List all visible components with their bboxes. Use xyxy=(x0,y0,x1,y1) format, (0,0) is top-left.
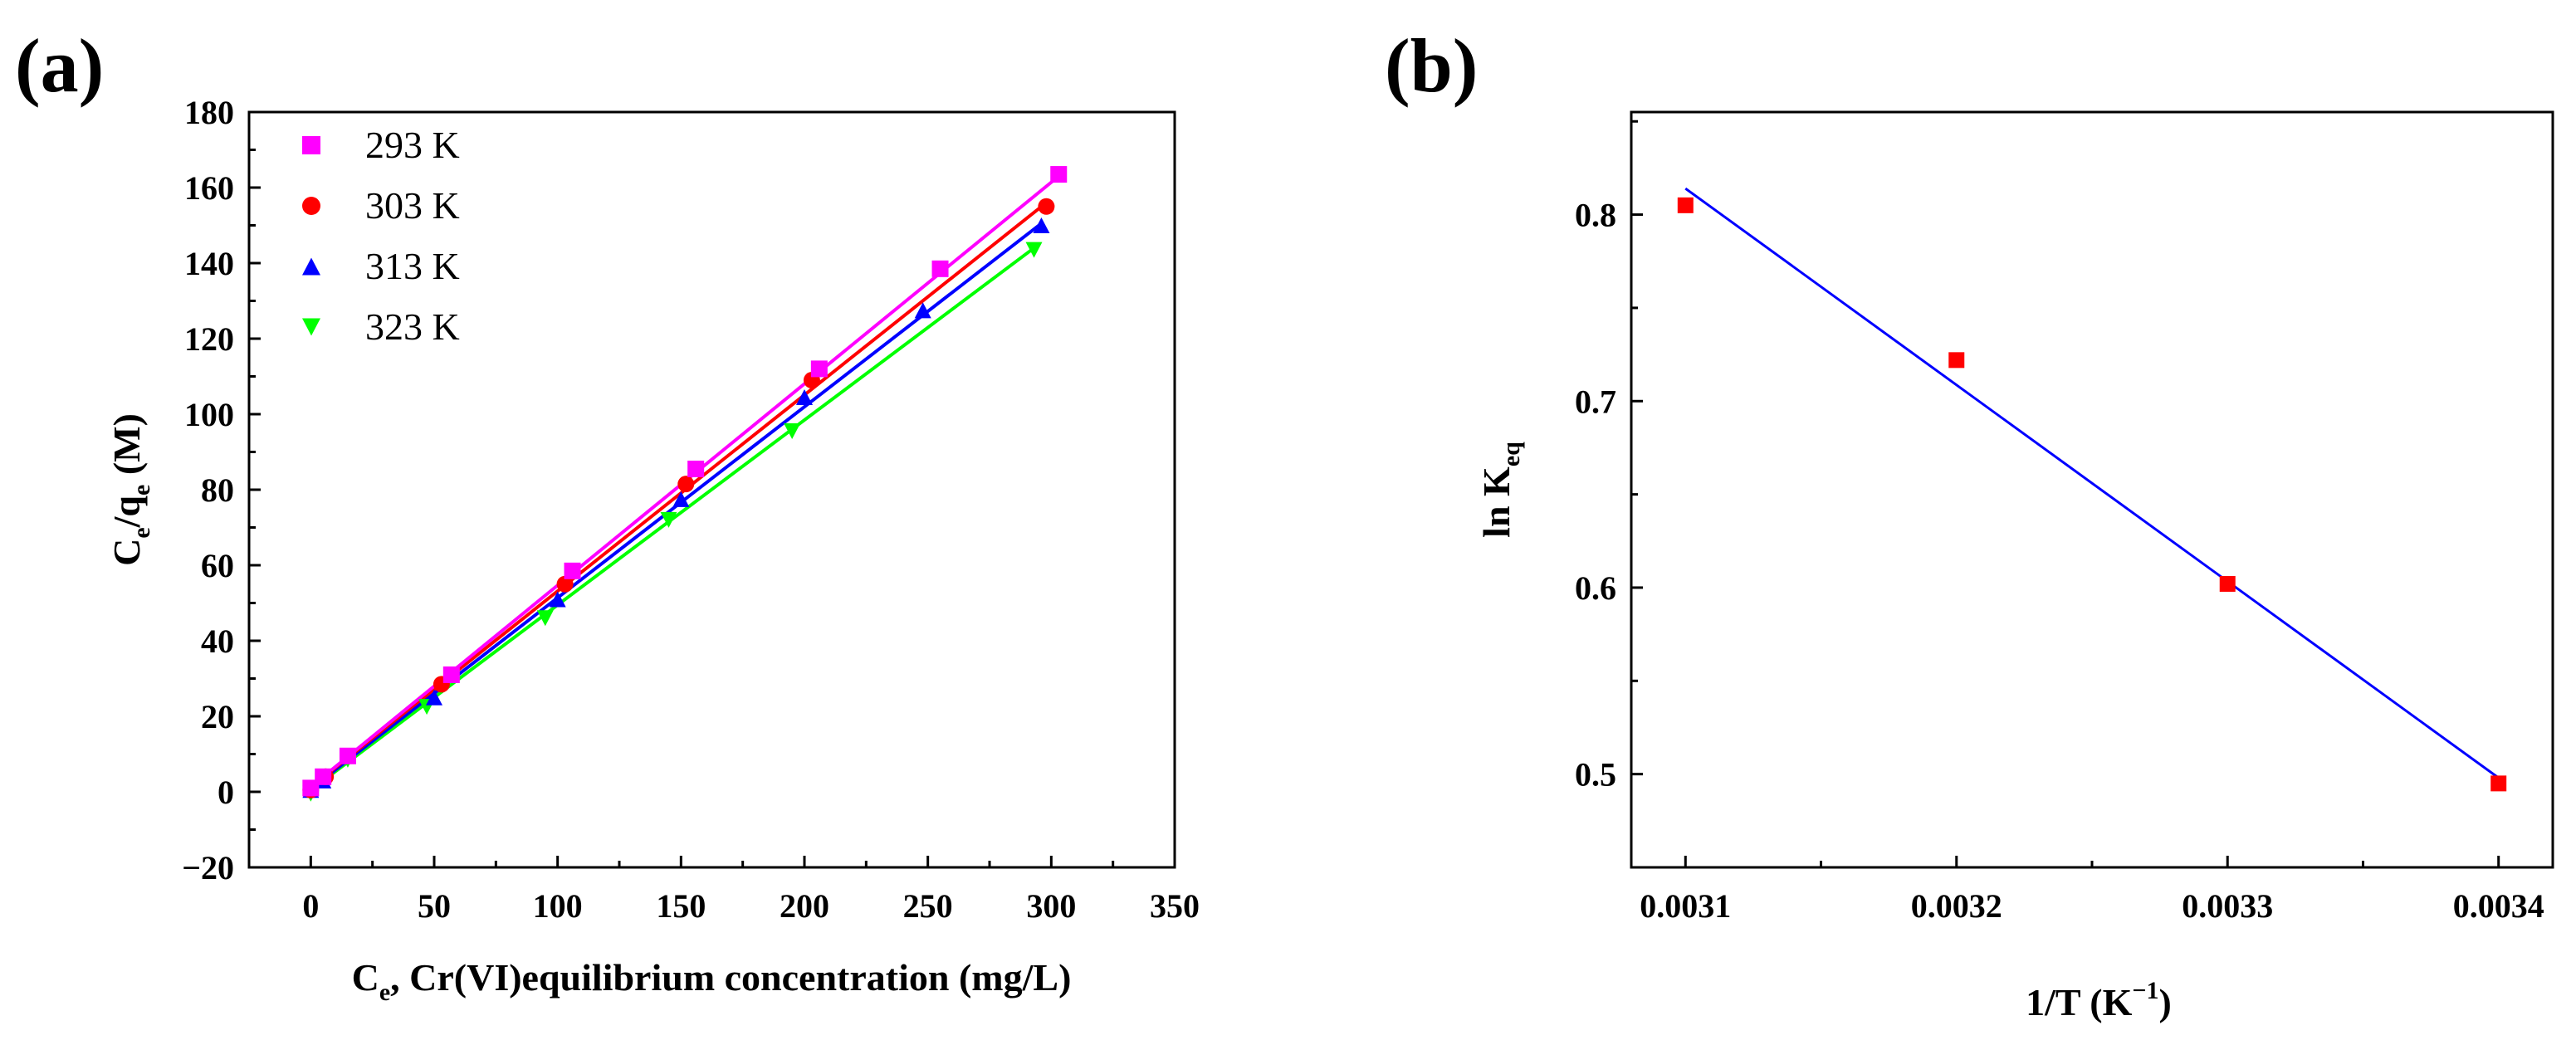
y-tick-label-a: 160 xyxy=(184,169,234,207)
legend-label-303k: 303 K xyxy=(365,184,460,227)
x-tick-label-b: 0.0033 xyxy=(2182,887,2273,925)
y-axis-title-b-sub: eq xyxy=(1498,442,1525,466)
x-tick-label-a: 0 xyxy=(302,887,319,925)
data-point-293k xyxy=(810,360,828,378)
fit-line-303k xyxy=(310,201,1048,789)
data-point-313k xyxy=(549,591,566,608)
x-axis-title-a: Ce, Cr(VI)equilibrium concentration (mg/… xyxy=(352,956,1072,1006)
data-point-313k xyxy=(914,302,931,319)
x-axis-title-b-sup: −1 xyxy=(2132,977,2158,1004)
x-tick-label-b: 0.0034 xyxy=(2453,887,2544,925)
data-point-313k xyxy=(672,491,690,507)
data-point-293k xyxy=(315,768,332,785)
x-axis-title-b: 1/T (K−1) xyxy=(2026,977,2172,1023)
data-points-b xyxy=(1677,197,2507,792)
data-point-lnkeq xyxy=(1948,352,1965,369)
x-tick-label-a: 350 xyxy=(1150,887,1200,925)
data-point-293k xyxy=(564,562,581,579)
y-tick-label-a: 100 xyxy=(184,396,234,433)
data-point-293k xyxy=(687,460,705,477)
legend-marker-303k xyxy=(302,197,320,215)
y-tick-label-a: 20 xyxy=(201,698,234,735)
data-point-323k xyxy=(660,511,677,528)
data-point-293k xyxy=(1050,166,1068,183)
fit-line-lnkeq xyxy=(1684,187,2500,779)
y-tick-label-a: 40 xyxy=(201,623,234,660)
y-tick-label-a: −20 xyxy=(182,849,234,886)
legend-a: 293 K 303 K 313 K 323 K xyxy=(302,124,460,348)
y-axis-title-b-main: ln K xyxy=(1475,466,1518,538)
data-point-293k xyxy=(339,747,356,764)
y-tick-label-a: 0 xyxy=(218,774,234,811)
y-tick-label-a: 80 xyxy=(201,471,234,509)
data-point-lnkeq xyxy=(2219,575,2236,592)
plot-frame-b xyxy=(1630,110,2554,869)
y-axis-title-a: Ce/qe (M) xyxy=(105,413,155,566)
legend-marker-293k xyxy=(302,136,320,154)
data-point-303k xyxy=(556,575,574,593)
x-tick-label-b: 0.0031 xyxy=(1640,887,1731,925)
y-axis-title-a-slash: /q xyxy=(105,496,148,529)
chart-b: 0.0031 0.0032 0.0033 0.0034 0.5 0.6 0.7 0.8 1/T… xyxy=(1475,110,2554,1023)
y-tick-label-b: 0.5 xyxy=(1575,756,1616,793)
data-points-a xyxy=(302,166,1068,802)
data-point-323k xyxy=(784,422,801,439)
y-axis-title-b: ln Keq xyxy=(1475,442,1525,538)
data-point-323k xyxy=(1025,242,1043,258)
ticks-a: 0 50 100 150 200 250 300 350 −20 0 20 40 60 80 100 120 1… xyxy=(182,94,1200,925)
y-axis-title-a-c-sub: e xyxy=(128,527,155,538)
x-tick-label-a: 50 xyxy=(418,887,451,925)
data-point-293k xyxy=(931,260,949,277)
legend-markers-a xyxy=(302,136,320,336)
data-point-lnkeq xyxy=(1677,197,1694,213)
y-axis-title-a-c: C xyxy=(105,539,148,566)
y-tick-label-b: 0.7 xyxy=(1575,383,1616,420)
data-point-313k xyxy=(426,689,442,706)
y-tick-label-a: 120 xyxy=(184,320,234,358)
chart-a: 0 50 100 150 200 250 300 350 −20 0 20 40 60 80 100 120 1… xyxy=(105,94,1200,1006)
x-tick-label-a: 250 xyxy=(903,887,953,925)
y-tick-label-b: 0.6 xyxy=(1575,569,1616,607)
x-axis-title-b-rest: ) xyxy=(2159,981,2172,1023)
y-axis-title-a-rest: (M) xyxy=(105,413,148,485)
data-point-303k xyxy=(677,476,695,493)
x-axis-title-a-sub: e xyxy=(379,979,390,1006)
ticks-b: 0.0031 0.0032 0.0033 0.0034 0.5 0.6 0.7 0.8 xyxy=(1575,120,2544,925)
fit-line-b xyxy=(1684,187,2500,779)
x-tick-label-b: 0.0032 xyxy=(1911,887,2002,925)
legend-marker-313k xyxy=(302,257,320,276)
x-tick-label-a: 100 xyxy=(533,887,583,925)
y-tick-label-b: 0.8 xyxy=(1575,197,1616,234)
y-tick-label-a: 180 xyxy=(184,94,234,131)
legend-label-313k: 313 K xyxy=(365,245,460,287)
data-point-313k xyxy=(796,389,813,406)
y-axis-title-a-q-sub: e xyxy=(128,485,155,496)
data-point-303k xyxy=(1038,198,1055,215)
x-axis-title-a-main: C xyxy=(352,956,379,998)
x-tick-label-a: 150 xyxy=(656,887,706,925)
x-tick-label-a: 300 xyxy=(1026,887,1076,925)
y-tick-label-a: 140 xyxy=(184,245,234,282)
data-point-293k xyxy=(442,666,460,683)
panel-label-a: (a) xyxy=(15,23,104,108)
x-axis-title-b-main: 1/T (K xyxy=(2026,981,2132,1023)
data-point-313k xyxy=(1033,217,1050,233)
legend-label-323k: 323 K xyxy=(365,305,460,348)
panel-label-b: (b) xyxy=(1385,23,1478,108)
data-point-lnkeq xyxy=(2490,775,2507,792)
legend-marker-323k xyxy=(302,318,320,336)
legend-label-293k: 293 K xyxy=(365,124,460,166)
data-point-323k xyxy=(536,610,554,627)
x-tick-label-a: 200 xyxy=(780,887,829,925)
y-tick-label-a: 60 xyxy=(201,547,234,584)
x-axis-title-a-rest: , Cr(VI)equilibrium concentration (mg/L) xyxy=(390,956,1071,998)
